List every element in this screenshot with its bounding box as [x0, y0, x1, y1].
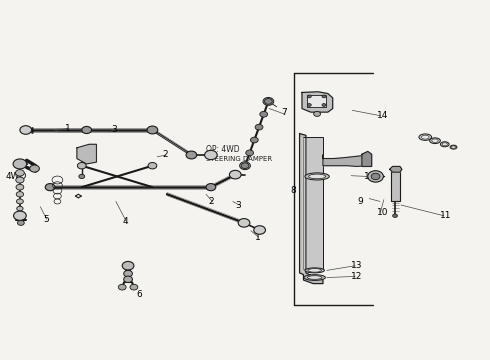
Circle shape — [123, 276, 132, 283]
Bar — [303, 137, 323, 269]
Circle shape — [16, 184, 24, 190]
Circle shape — [250, 137, 258, 143]
Circle shape — [79, 174, 85, 179]
Circle shape — [18, 220, 24, 225]
Circle shape — [322, 95, 326, 98]
Text: 3: 3 — [235, 201, 241, 210]
Circle shape — [17, 206, 23, 211]
Ellipse shape — [307, 276, 322, 279]
Text: 10: 10 — [376, 208, 388, 217]
Circle shape — [392, 214, 397, 217]
Ellipse shape — [308, 269, 321, 272]
Ellipse shape — [430, 138, 441, 144]
Ellipse shape — [419, 134, 432, 140]
Polygon shape — [323, 155, 367, 166]
Circle shape — [20, 126, 31, 134]
Text: 2: 2 — [162, 150, 168, 159]
Polygon shape — [77, 144, 97, 164]
Ellipse shape — [450, 145, 457, 149]
Circle shape — [16, 192, 24, 197]
Text: 1: 1 — [255, 233, 261, 242]
Circle shape — [238, 219, 250, 227]
Text: 12: 12 — [351, 272, 363, 281]
Ellipse shape — [421, 135, 429, 139]
Ellipse shape — [304, 275, 325, 280]
Polygon shape — [362, 152, 372, 166]
Circle shape — [14, 211, 26, 220]
Polygon shape — [390, 166, 402, 172]
Ellipse shape — [432, 139, 438, 143]
Text: 3: 3 — [111, 126, 117, 135]
Text: 4: 4 — [122, 217, 128, 226]
Circle shape — [122, 261, 134, 270]
Circle shape — [30, 165, 39, 172]
Polygon shape — [299, 134, 323, 284]
Circle shape — [307, 104, 311, 107]
Text: STEERING DAMPER: STEERING DAMPER — [206, 156, 272, 162]
Circle shape — [82, 126, 92, 134]
Polygon shape — [301, 137, 304, 273]
Ellipse shape — [305, 173, 329, 180]
Text: 11: 11 — [440, 211, 451, 220]
Circle shape — [13, 159, 27, 169]
Circle shape — [255, 124, 263, 130]
Text: 9: 9 — [357, 197, 363, 206]
Circle shape — [204, 150, 217, 159]
Text: 4WD: 4WD — [5, 172, 26, 181]
Circle shape — [17, 199, 24, 204]
Circle shape — [118, 284, 126, 290]
Text: 14: 14 — [376, 111, 388, 120]
Circle shape — [147, 126, 158, 134]
Bar — [391, 169, 400, 202]
Ellipse shape — [441, 142, 449, 147]
Text: 2: 2 — [208, 197, 214, 206]
Ellipse shape — [305, 268, 324, 273]
Circle shape — [123, 270, 132, 277]
Circle shape — [186, 151, 197, 159]
Text: 6: 6 — [137, 290, 143, 299]
Circle shape — [371, 173, 380, 180]
Ellipse shape — [451, 146, 456, 148]
Circle shape — [240, 162, 250, 170]
Circle shape — [130, 284, 138, 290]
Circle shape — [263, 98, 274, 105]
Text: 5: 5 — [43, 215, 49, 224]
Circle shape — [45, 184, 55, 191]
Text: OP: 4WD: OP: 4WD — [206, 145, 240, 154]
Text: 1: 1 — [65, 124, 71, 133]
Circle shape — [16, 170, 24, 176]
Circle shape — [77, 162, 86, 169]
Text: 13: 13 — [351, 261, 363, 270]
Circle shape — [307, 95, 311, 98]
Circle shape — [148, 162, 157, 169]
Circle shape — [254, 226, 266, 234]
Text: 7: 7 — [282, 108, 287, 117]
Circle shape — [246, 150, 254, 156]
Circle shape — [241, 163, 249, 168]
Circle shape — [229, 170, 241, 179]
Text: 8: 8 — [290, 186, 296, 195]
Ellipse shape — [442, 143, 447, 146]
Circle shape — [265, 99, 272, 104]
Circle shape — [314, 111, 320, 116]
Circle shape — [260, 111, 268, 117]
Text: 13: 13 — [365, 172, 376, 181]
Bar — [307, 95, 326, 108]
Polygon shape — [302, 92, 333, 112]
Ellipse shape — [309, 174, 326, 179]
Circle shape — [368, 171, 383, 182]
Circle shape — [16, 177, 24, 183]
Circle shape — [322, 104, 326, 107]
Circle shape — [206, 184, 216, 191]
